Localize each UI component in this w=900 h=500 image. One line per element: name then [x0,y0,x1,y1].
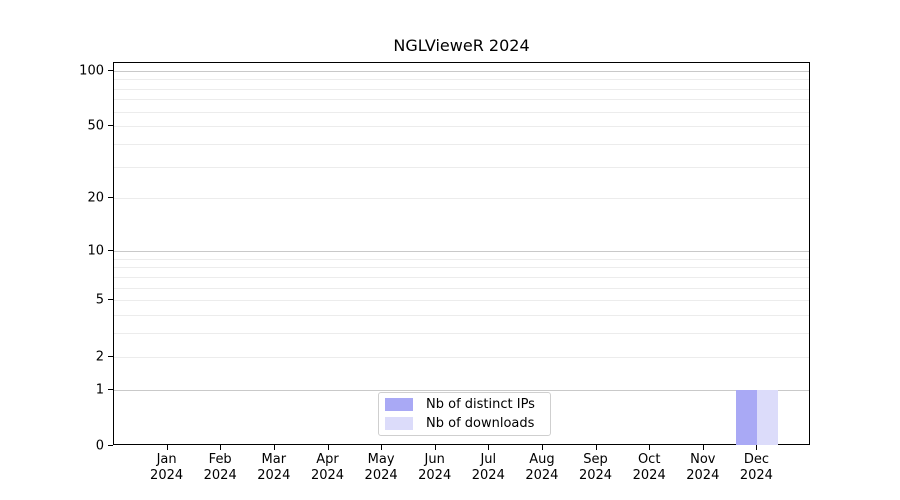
x-tick-year: 2024 [203,468,237,483]
x-tick-label: Nov 2024 [671,452,735,484]
x-tick-mark [273,445,275,450]
x-tick-label: Jul 2024 [456,452,520,484]
plot-area [113,62,810,445]
x-tick-month: Nov [690,452,716,467]
x-tick-label: Jun 2024 [403,452,467,484]
gridline-minor [114,88,809,90]
gridline-minor [114,144,809,145]
y-tick-label: 1 [95,382,104,398]
y-tick-mark [108,125,113,127]
x-tick-mark [381,445,383,450]
x-tick-month: Aug [529,452,555,467]
x-tick-year: 2024 [257,468,291,483]
y-tick-label: 10 [87,243,104,259]
gridline-minor [114,267,809,269]
legend: Nb of distinct IPs Nb of downloads [378,392,551,436]
gridline-minor [114,99,809,101]
x-tick-mark [434,445,436,450]
x-tick-label: Jan 2024 [135,452,199,484]
x-tick-month: Jul [480,452,497,467]
gridline-minor [114,198,809,200]
x-tick-month: Jun [424,452,445,467]
y-tick-mark [108,388,113,390]
bar-distinct-ips [736,389,758,445]
legend-row-downloads: Nb of downloads [385,416,544,431]
y-tick-mark [108,299,113,301]
gridline-minor [114,166,809,168]
x-tick-mark [541,445,543,450]
gridline-major [114,251,809,252]
gridline-minor [114,315,809,317]
y-tick-label: 2 [95,349,104,365]
gridline-minor [114,111,809,113]
x-tick-month: Oct [637,452,661,467]
y-tick-label: 50 [87,118,104,134]
gridline-minor [114,356,809,358]
x-tick-month: May [367,452,395,467]
x-tick-mark [220,445,222,450]
y-tick-label: 20 [87,190,104,206]
x-tick-label: Aug 2024 [510,452,574,484]
y-tick-mark [108,69,113,71]
downloads-label: Nb of downloads [426,416,535,431]
x-tick-month: Feb [208,452,232,467]
x-tick-month: Sep [583,452,608,467]
x-tick-month: Jan [156,452,177,467]
x-tick-label: Oct 2024 [617,452,681,484]
x-tick-year: 2024 [632,468,666,483]
gridline-minor [114,276,809,278]
y-tick-mark [108,355,113,357]
x-tick-mark [327,445,329,450]
x-tick-year: 2024 [471,468,505,483]
legend-row-distinct-ips: Nb of distinct IPs [385,397,544,412]
x-tick-year: 2024 [578,468,613,483]
y-tick-mark [108,445,113,446]
gridline-minor [114,126,809,128]
x-tick-label: Apr 2024 [296,452,360,484]
downloads-swatch [385,417,413,430]
gridline-minor [114,258,809,260]
gridline-minor [114,79,809,81]
x-tick-year: 2024 [739,468,773,483]
x-tick-mark [756,445,758,450]
gridline-major [114,389,809,391]
x-tick-year: 2024 [310,468,345,483]
chart-title: NGLVieweR 2024 [393,36,530,55]
x-tick-month: Mar [261,452,287,467]
distinct-ips-swatch [385,398,413,411]
y-tick-label: 0 [95,438,104,454]
x-tick-mark [595,445,597,450]
x-tick-month: Dec [743,452,769,467]
bar-downloads [757,389,779,445]
gridline-minor [114,333,809,335]
x-tick-year: 2024 [525,468,559,483]
gridline-major [114,70,809,72]
x-tick-label: Mar 2024 [242,452,306,484]
x-tick-year: 2024 [150,468,184,483]
x-tick-label: Dec 2024 [724,452,788,484]
x-tick-label: Sep 2024 [564,452,628,484]
distinct-ips-label: Nb of distinct IPs [426,397,535,412]
x-tick-year: 2024 [686,468,720,483]
y-tick-mark [108,197,113,199]
y-tick-label: 5 [95,292,104,308]
y-tick-mark [108,250,113,251]
x-tick-mark [166,445,168,450]
gridline-minor [114,287,809,289]
x-tick-mark [488,445,490,450]
x-tick-label: Feb 2024 [188,452,252,484]
x-tick-year: 2024 [364,468,398,483]
x-tick-label: May 2024 [349,452,413,484]
x-tick-mark [702,445,704,450]
x-tick-mark [649,445,651,450]
x-tick-month: Apr [316,452,339,467]
gridline-minor [114,300,809,302]
x-tick-year: 2024 [418,468,452,483]
y-tick-label: 100 [79,63,104,79]
